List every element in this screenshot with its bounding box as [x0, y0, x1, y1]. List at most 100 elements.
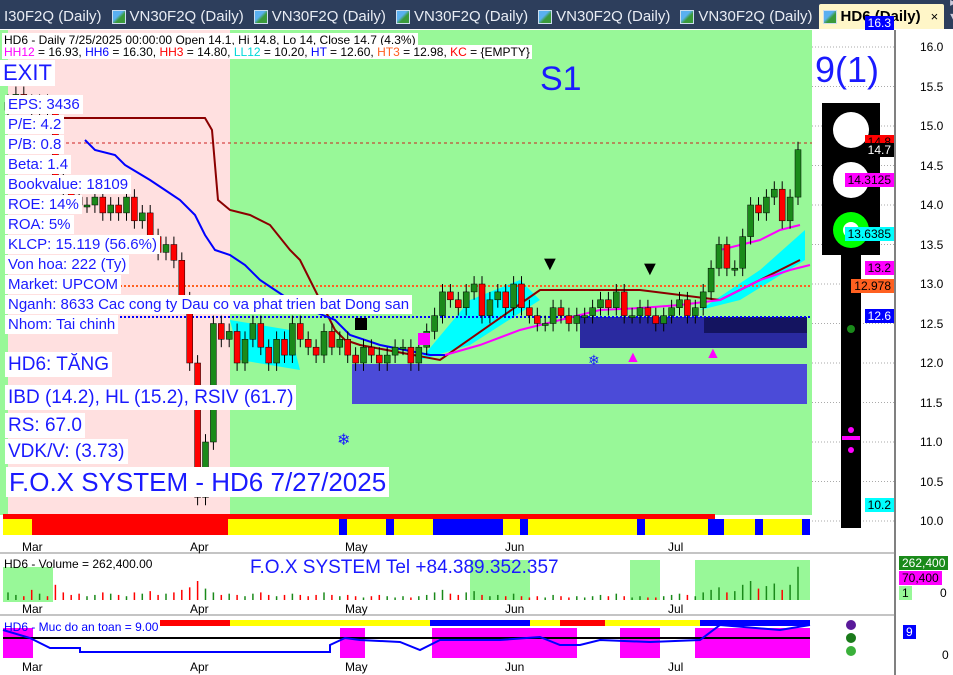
candle: [676, 299, 683, 308]
support-box: [352, 364, 807, 404]
candle: [573, 315, 581, 324]
pole-dot: [848, 447, 854, 453]
candle: [439, 291, 446, 316]
score-label: 9(1): [815, 49, 880, 90]
fundamental-item: ROA: 5%: [5, 215, 74, 234]
candle: [549, 307, 557, 324]
volume-zone: [695, 560, 810, 600]
safety-line: [2, 623, 811, 653]
volume-tag: 1: [899, 586, 912, 600]
pole-mark: [842, 436, 860, 440]
price-tag: 12.6: [864, 308, 894, 323]
x-tick-label: Jun: [505, 660, 525, 674]
candle: [391, 346, 399, 356]
tab-0[interactable]: I30F2Q (Daily): [0, 4, 108, 29]
candle: [778, 188, 786, 222]
volume-tag: 70,400: [899, 571, 942, 585]
tab-4[interactable]: VN30F2Q (Daily): [534, 4, 676, 29]
candle: [139, 212, 146, 222]
pole-dot: [847, 325, 855, 333]
candle: [494, 291, 502, 301]
indicator-value: = 16.93,: [34, 45, 86, 59]
candle: [257, 323, 265, 348]
x-tick-label: Jun: [505, 540, 525, 554]
candle: [518, 283, 525, 308]
safety-strip-seg: [430, 620, 530, 626]
candle: [170, 244, 178, 261]
tab-label: VN30F2Q (Daily): [271, 8, 386, 25]
tab-2[interactable]: VN30F2Q (Daily): [250, 4, 392, 29]
volume-tag: 262,400: [899, 556, 949, 570]
indicator-value: = {EMPTY}: [466, 45, 530, 59]
indicator-key: KC: [450, 45, 467, 59]
snowflake-icon: ❄: [337, 432, 350, 449]
candle: [312, 346, 320, 356]
candle: [660, 315, 667, 324]
fundamental-item: Nganh: 8633 Cac cong ty Dau co va phat t…: [5, 295, 413, 314]
fundamental-item: Nhom: Tai chinh: [5, 315, 119, 334]
tab-nav-arrows[interactable]: ◂ ▸ ▾: [950, 0, 953, 23]
indicator-key: HH3: [159, 45, 184, 59]
strip-seg: [339, 519, 347, 535]
brand-label: F.O.X SYSTEM - HD6 7/27/2025: [6, 467, 390, 497]
candle: [557, 307, 565, 316]
candle: [455, 299, 462, 308]
strip-seg: [386, 519, 394, 535]
moving-average-line: [40, 117, 801, 362]
status-item: RS: 67.0: [5, 413, 85, 438]
chart-icon: [822, 9, 837, 24]
fundamental-item: P/B: 0.8: [5, 135, 65, 154]
candle: [249, 323, 257, 340]
strip-seg: [755, 519, 763, 535]
candle: [352, 354, 359, 364]
tab-1[interactable]: VN30F2Q (Daily): [108, 4, 250, 29]
safety-zone: [695, 628, 810, 658]
indicator-value: = 12.60,: [326, 45, 378, 59]
square-marker: [355, 318, 367, 330]
candle: [699, 291, 707, 308]
indicator-key: HH6: [85, 45, 110, 59]
candle: [91, 196, 99, 206]
tab-3[interactable]: VN30F2Q (Daily): [392, 4, 534, 29]
indicator-key: LL12: [233, 45, 261, 59]
y-tick-label: 11.5: [920, 395, 943, 410]
fundamental-item: EPS: 3436: [5, 95, 83, 114]
exit-label: EXIT: [0, 60, 55, 86]
candle: [123, 196, 130, 214]
indicator-value: = 12.98,: [399, 45, 451, 59]
price-tag: 14.7: [864, 142, 894, 157]
safety-axis-zero: 0: [942, 648, 949, 662]
chart-icon: [538, 9, 553, 24]
chart-icon: [395, 9, 410, 24]
legend-dot: [846, 633, 856, 643]
volume-zone: [470, 560, 530, 600]
volume-bars: [7, 566, 799, 600]
volume-zone: [3, 567, 53, 602]
x-tick-label: May: [345, 602, 368, 616]
indicator-value: = 14.80,: [183, 45, 234, 59]
fundamental-item: P/E: 4.2: [5, 115, 65, 134]
bullish-zone: [230, 30, 812, 515]
fundamental-item: Bookvalue: 18109: [5, 175, 132, 194]
candle: [541, 323, 549, 326]
y-tick-label: 10.5: [920, 474, 944, 489]
candle: [628, 315, 636, 318]
close-tab-icon[interactable]: ×: [930, 9, 939, 24]
candle: [731, 267, 739, 271]
candle: [210, 323, 217, 443]
candle: [652, 315, 660, 324]
candle: [431, 315, 438, 332]
candles: [4, 86, 802, 506]
tab-5[interactable]: VN30F2Q (Daily): [676, 4, 818, 29]
candle: [644, 307, 652, 316]
candle: [336, 339, 344, 348]
candle: [218, 323, 225, 340]
chart-icon: [680, 9, 695, 24]
candle: [510, 283, 517, 308]
candle: [613, 291, 620, 308]
candle: [526, 307, 533, 316]
candle: [297, 323, 304, 340]
tab-label: I30F2Q (Daily): [4, 8, 102, 25]
y-tick-label: 13.0: [920, 277, 944, 291]
